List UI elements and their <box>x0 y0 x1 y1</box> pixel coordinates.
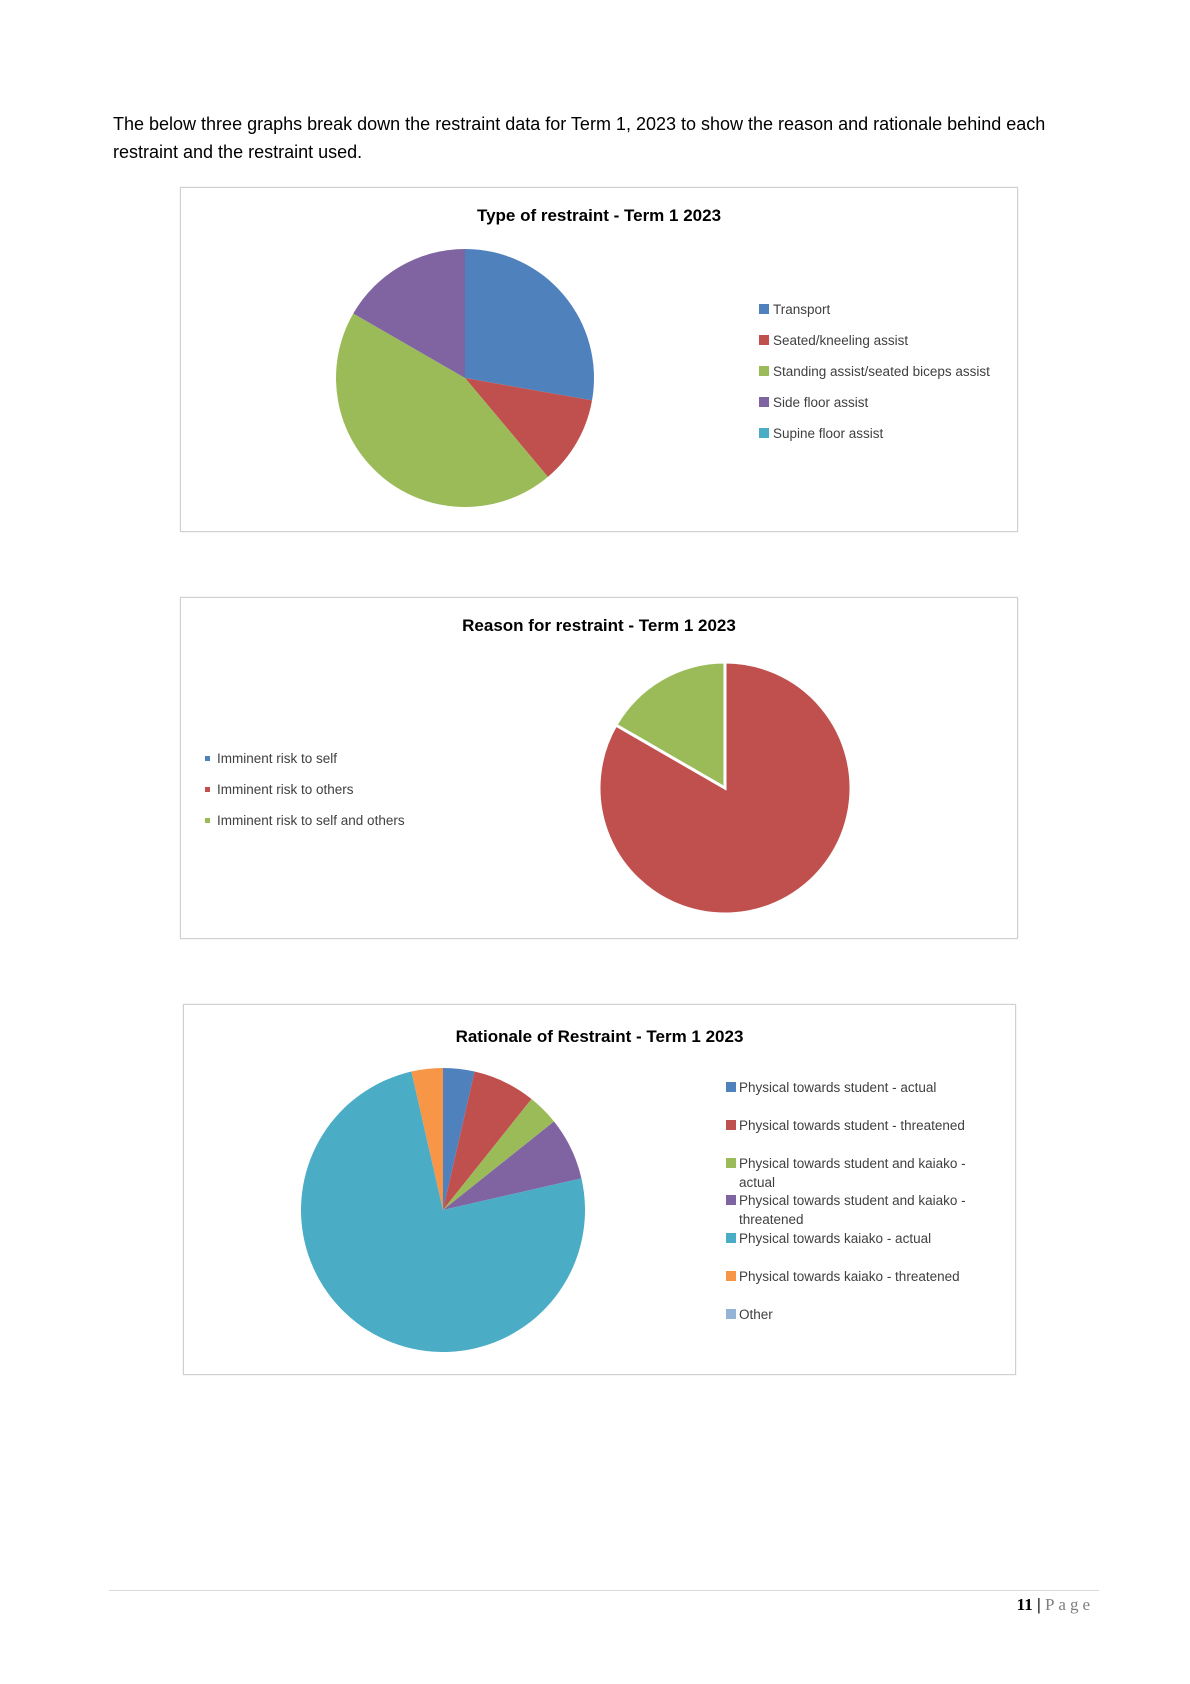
legend-label: Physical towards student and kaiako - ac… <box>739 1155 966 1190</box>
legend-swatch <box>205 756 210 761</box>
legend-label: Physical towards student - actual <box>739 1080 937 1095</box>
legend-label: Side floor assist <box>773 395 869 410</box>
chart-type-of-restraint: Type of restraint - Term 1 2023 Transpor… <box>180 187 1018 532</box>
pie-slice-2 <box>336 313 548 508</box>
legend-label: Physical towards student - threatened <box>739 1117 965 1133</box>
legend-item: Standing assist/seated biceps assist <box>759 362 1019 393</box>
legend-reason-for-restraint: Imminent risk to self Imminent risk to ot… <box>205 749 465 842</box>
legend-swatch <box>205 787 210 792</box>
chart-title: Reason for restraint - Term 1 2023 <box>462 616 736 635</box>
pie-chart-rationale-of-restraint <box>301 1068 585 1352</box>
legend-type-of-restraint: Transport Seated/kneeling assist Standing … <box>759 300 1019 455</box>
page-number-separator: | <box>1036 1595 1041 1614</box>
legend-swatch <box>205 818 210 823</box>
legend-label: Transport <box>773 302 831 317</box>
legend-item: Imminent risk to self <box>205 749 465 780</box>
legend-rationale-of-restraint: Physical towards student - actual Physica… <box>726 1078 976 1343</box>
legend-label: Physical towards kaiako - threatened <box>739 1268 960 1284</box>
legend-item: Physical towards student - actual <box>726 1078 976 1116</box>
legend-label: Physical towards kaiako - actual <box>739 1231 932 1247</box>
legend-label: Physical towards student and kaiako - th… <box>739 1193 966 1228</box>
legend-swatch <box>726 1233 736 1244</box>
page-number: 11 | Page <box>1017 1595 1094 1615</box>
pie-slice-1 <box>597 660 853 916</box>
legend-swatch <box>759 304 769 314</box>
legend-item: Other <box>726 1305 976 1343</box>
pie-slice-1 <box>465 378 593 477</box>
legend-item: Physical towards kaiako - actual <box>726 1229 976 1267</box>
legend-label: Other <box>739 1306 773 1322</box>
legend-swatch <box>759 397 769 407</box>
footer-divider <box>109 1590 1099 1591</box>
chart-title: Rationale of Restraint - Term 1 2023 <box>455 1027 744 1046</box>
pie-chart-reason-for-restraint <box>597 660 853 916</box>
pie-slice-2 <box>443 1098 555 1210</box>
chart-rationale-of-restraint: Rationale of Restraint - Term 1 2023 Phy… <box>183 1004 1016 1375</box>
legend-swatch <box>726 1082 736 1092</box>
legend-item: Imminent risk to others <box>205 780 465 811</box>
legend-swatch <box>726 1195 736 1206</box>
legend-swatch <box>759 366 769 376</box>
legend-label: Standing assist/seated biceps assist <box>773 364 990 379</box>
legend-item: Seated/kneeling assist <box>759 331 1019 362</box>
legend-item: Physical towards student and kaiako - ac… <box>726 1154 976 1192</box>
legend-item: Physical towards student and kaiako - th… <box>726 1191 976 1229</box>
legend-swatch <box>726 1270 736 1281</box>
page-number-value: 11 <box>1016 1595 1033 1614</box>
legend-swatch <box>726 1157 736 1168</box>
legend-item: Imminent risk to self and others <box>205 811 465 842</box>
legend-swatch <box>726 1308 736 1319</box>
pie-slice-2 <box>613 660 727 791</box>
legend-label: Supine floor assist <box>773 426 884 441</box>
legend-item: Side floor assist <box>759 393 1019 424</box>
legend-swatch <box>759 335 769 345</box>
legend-label: Imminent risk to self and others <box>217 813 405 828</box>
chart-title: Type of restraint - Term 1 2023 <box>476 206 722 225</box>
legend-item: Transport <box>759 300 1019 331</box>
legend-item: Supine floor assist <box>759 424 1019 455</box>
legend-label: Imminent risk to others <box>217 782 354 797</box>
pie-slice-0 <box>465 249 594 401</box>
legend-label: Seated/kneeling assist <box>773 333 909 348</box>
pie-slice-0 <box>443 1068 475 1210</box>
pie-slice-3 <box>443 1121 582 1210</box>
chart-reason-for-restraint: Reason for restraint - Term 1 2023 Immin… <box>180 597 1018 939</box>
pie-slice-1 <box>443 1071 532 1210</box>
legend-label: Imminent risk to self <box>217 751 338 766</box>
legend-item: Physical towards kaiako - threatened <box>726 1267 976 1305</box>
intro-paragraph: The below three graphs break down the re… <box>113 114 1046 162</box>
pie-slice-5 <box>411 1068 443 1210</box>
legend-item: Physical towards student - threatened <box>726 1116 976 1154</box>
pie-chart-type-of-restraint <box>336 249 594 508</box>
page-label: Page <box>1044 1595 1094 1614</box>
pie-slice-4 <box>301 1071 585 1352</box>
legend-swatch <box>759 428 769 438</box>
legend-swatch <box>726 1119 736 1130</box>
pie-slice-3 <box>353 249 465 378</box>
